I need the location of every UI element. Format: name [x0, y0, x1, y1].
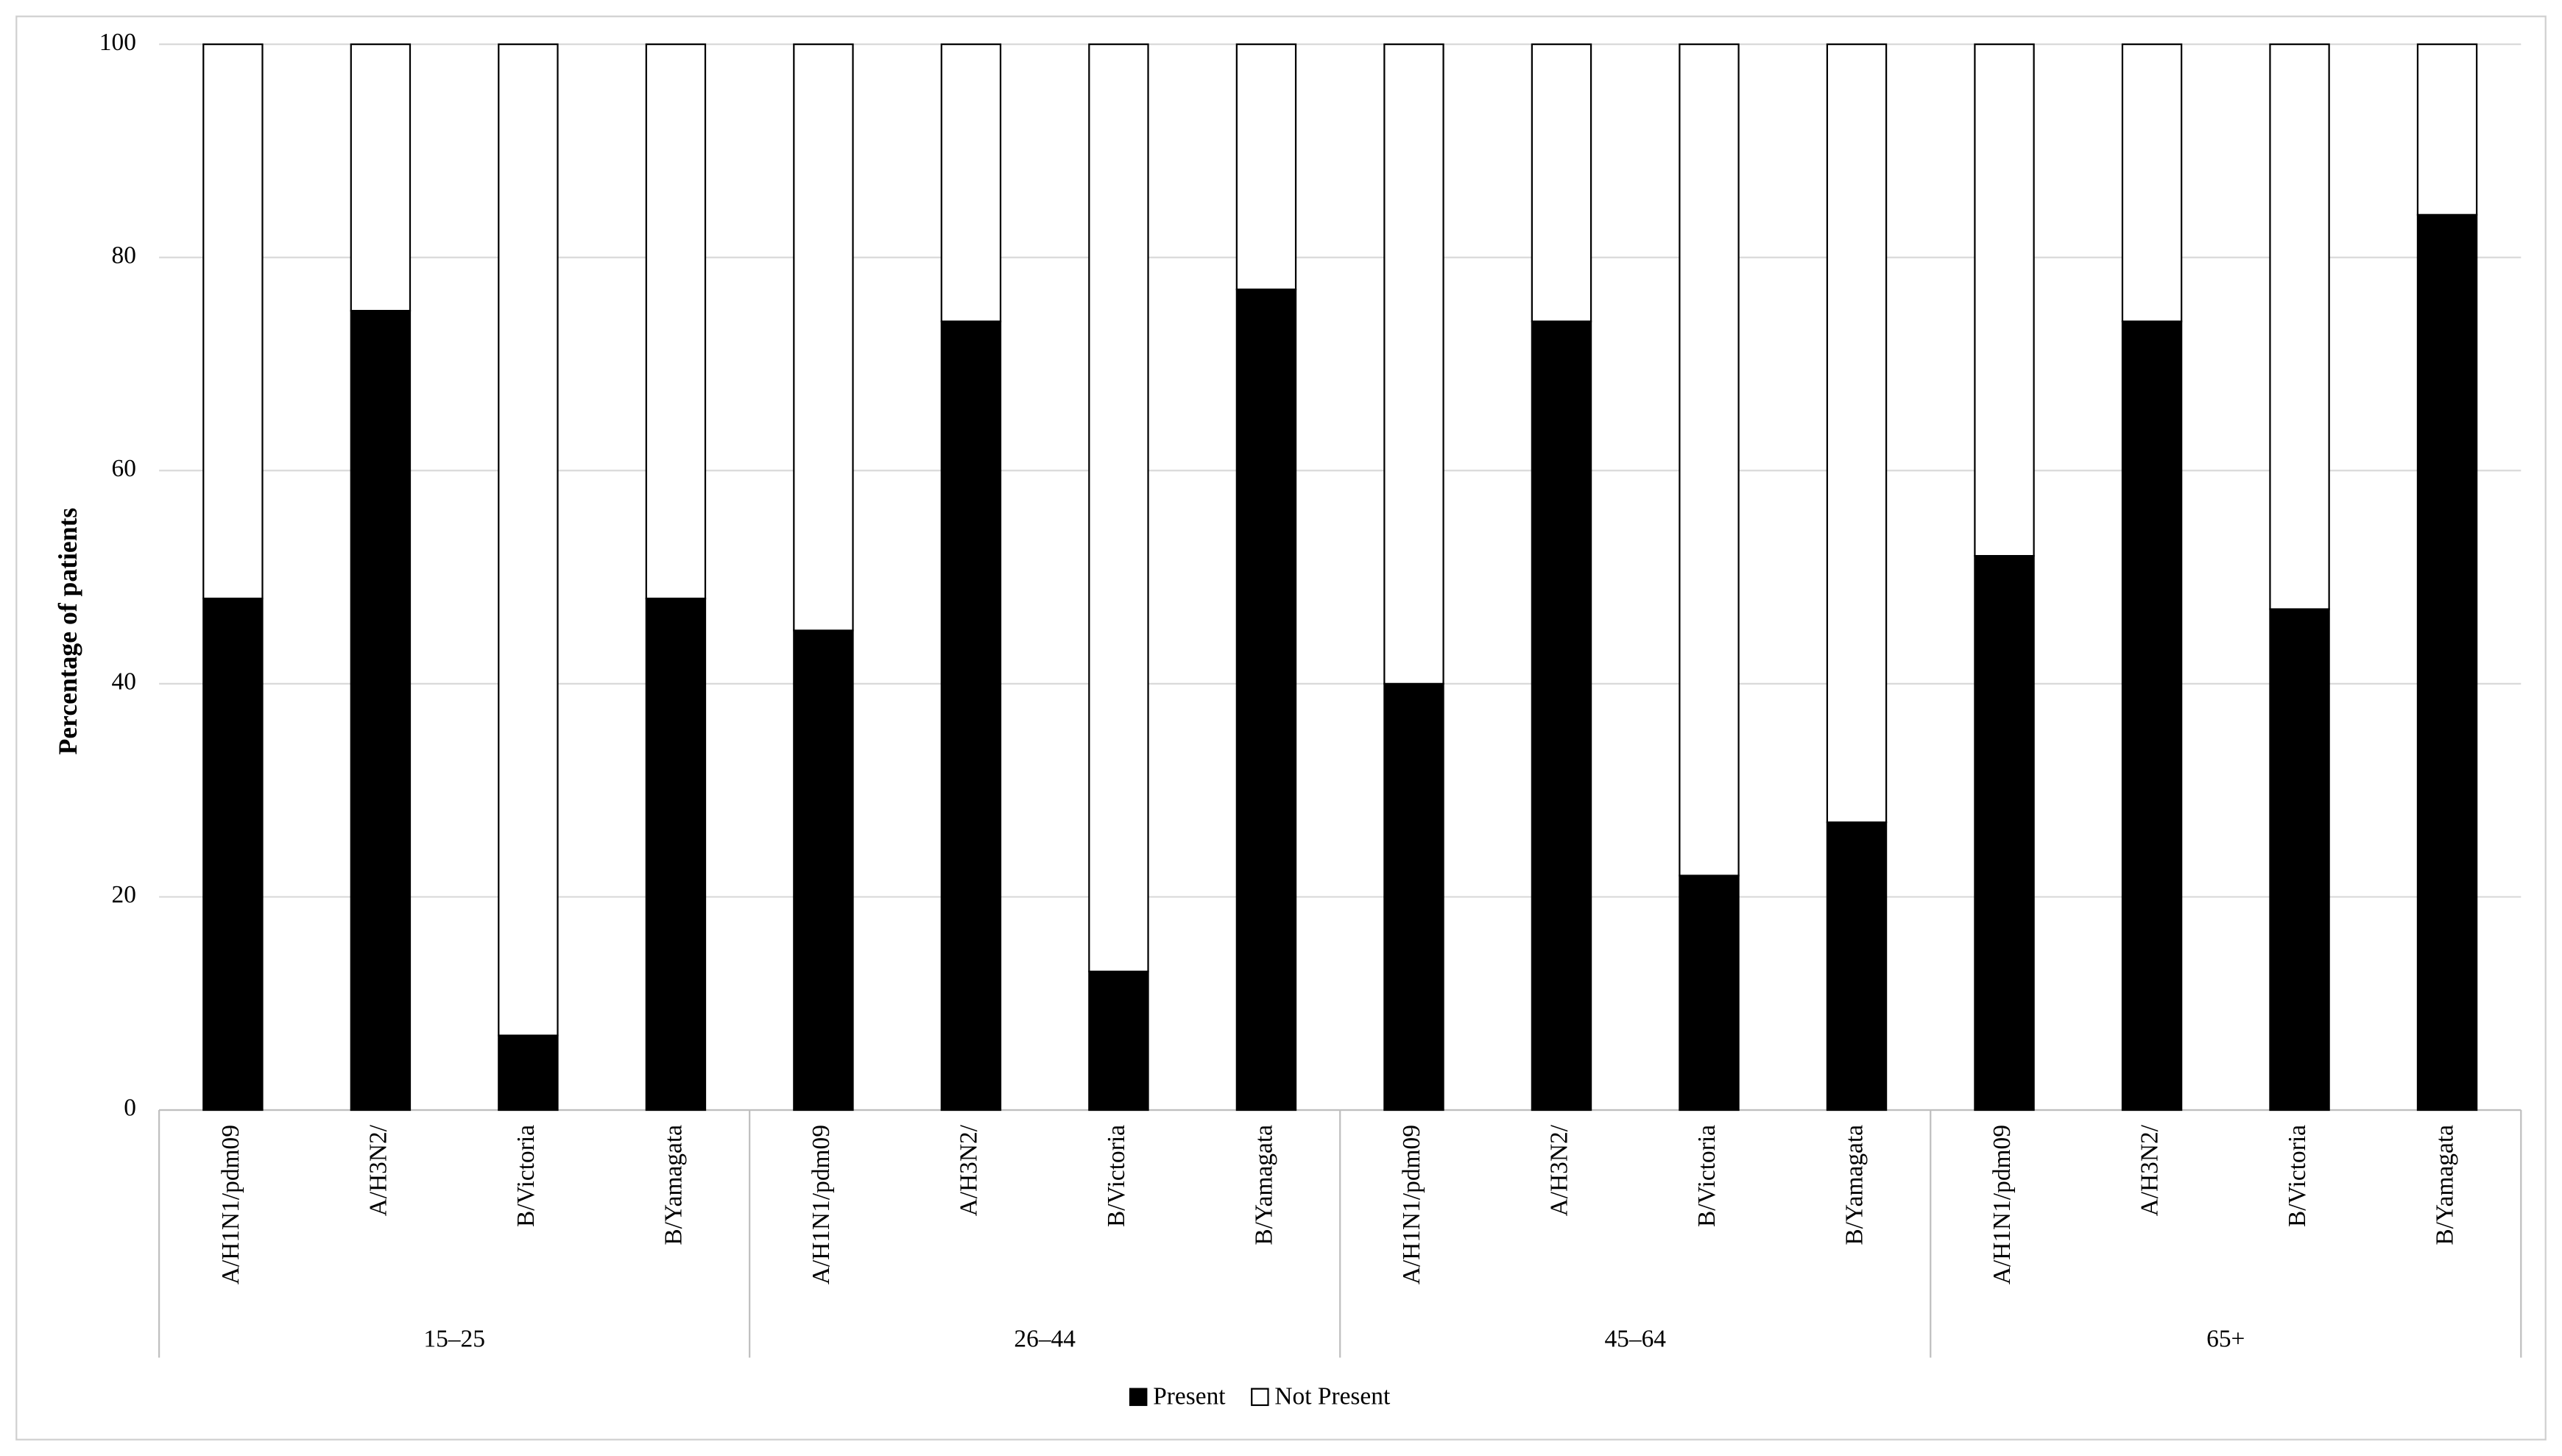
legend-swatch: [1129, 1388, 1148, 1407]
bar-segment: [793, 629, 854, 1112]
x-tick-label: A/H3N2/: [1546, 1124, 1573, 1216]
bar-segment: [645, 597, 707, 1112]
x-tick-label: B/Victoria: [1103, 1125, 1130, 1227]
bar-segment: [645, 43, 707, 600]
bar-segment: [1531, 43, 1592, 322]
bar-segment: [1826, 43, 1888, 824]
y-tick-label: 20: [112, 881, 136, 908]
bar-segment: [2121, 43, 2183, 322]
bar-segment: [350, 43, 412, 312]
x-tick-label: B/Victoria: [1693, 1125, 1721, 1227]
x-tick-label: B/Victoria: [2284, 1125, 2311, 1227]
bar-segment: [1235, 43, 1297, 291]
x-tick-label: B/Yamagata: [660, 1125, 688, 1245]
bar-segment: [940, 43, 1002, 322]
y-tick-label: 100: [99, 29, 136, 56]
bar-segment: [940, 320, 1002, 1112]
y-tick-label: 40: [112, 668, 136, 696]
y-axis-title: Percentage of patients: [53, 508, 82, 755]
y-tick-label: 80: [112, 241, 136, 269]
x-tick-label: B/Victoria: [512, 1125, 540, 1227]
group-label: 45–64: [1604, 1326, 1666, 1353]
group-label: 26–44: [1014, 1326, 1076, 1353]
x-tick-label: A/H1N1/pdm09: [217, 1125, 244, 1284]
bar-segment: [1088, 43, 1149, 972]
x-tick-label: A/H3N2/: [365, 1124, 392, 1216]
bar-segment: [1383, 43, 1444, 685]
bar-segment: [202, 597, 264, 1112]
bar-segment: [2416, 213, 2478, 1112]
x-tick-label: A/H1N1/pdm09: [1988, 1125, 2016, 1284]
legend-swatch: [1251, 1388, 1269, 1407]
y-tick-label: 0: [124, 1095, 136, 1122]
x-tick-label: B/Yamagata: [1251, 1125, 1278, 1245]
x-tick-label: A/H1N1/pdm09: [1398, 1125, 1425, 1284]
bar-segment: [2269, 43, 2330, 610]
x-tick-label: A/H1N1/pdm09: [808, 1125, 835, 1284]
bar-segment: [2121, 320, 2183, 1112]
bar-segment: [1826, 821, 1888, 1112]
bar-segment: [2416, 43, 2478, 216]
bar-segment: [793, 43, 854, 632]
x-tick-label: B/Yamagata: [1841, 1125, 1868, 1245]
y-tick-label: 60: [112, 455, 136, 482]
x-tick-label: B/Yamagata: [2432, 1125, 2459, 1245]
bar-segment: [1235, 289, 1297, 1112]
bar-segment: [1974, 43, 2035, 557]
bar-segment: [498, 1034, 559, 1112]
bar-segment: [1383, 682, 1444, 1112]
group-label: 65+: [2206, 1326, 2245, 1353]
bar-segment: [2269, 608, 2330, 1112]
bar-segment: [1974, 555, 2035, 1112]
bar-segment: [498, 43, 559, 1036]
group-label: 15–25: [423, 1326, 485, 1353]
bar-segment: [1679, 874, 1740, 1112]
legend-label: Not Present: [1274, 1383, 1391, 1410]
x-tick-label: A/H3N2/: [956, 1124, 983, 1216]
x-tick-label: A/H3N2/: [2136, 1124, 2164, 1216]
bar-segment: [350, 309, 412, 1112]
bar-segment: [1088, 970, 1149, 1112]
legend-label: Present: [1153, 1383, 1226, 1410]
bar-segment: [1679, 43, 1740, 877]
bar-segment: [1531, 320, 1592, 1112]
bar-segment: [202, 43, 264, 600]
